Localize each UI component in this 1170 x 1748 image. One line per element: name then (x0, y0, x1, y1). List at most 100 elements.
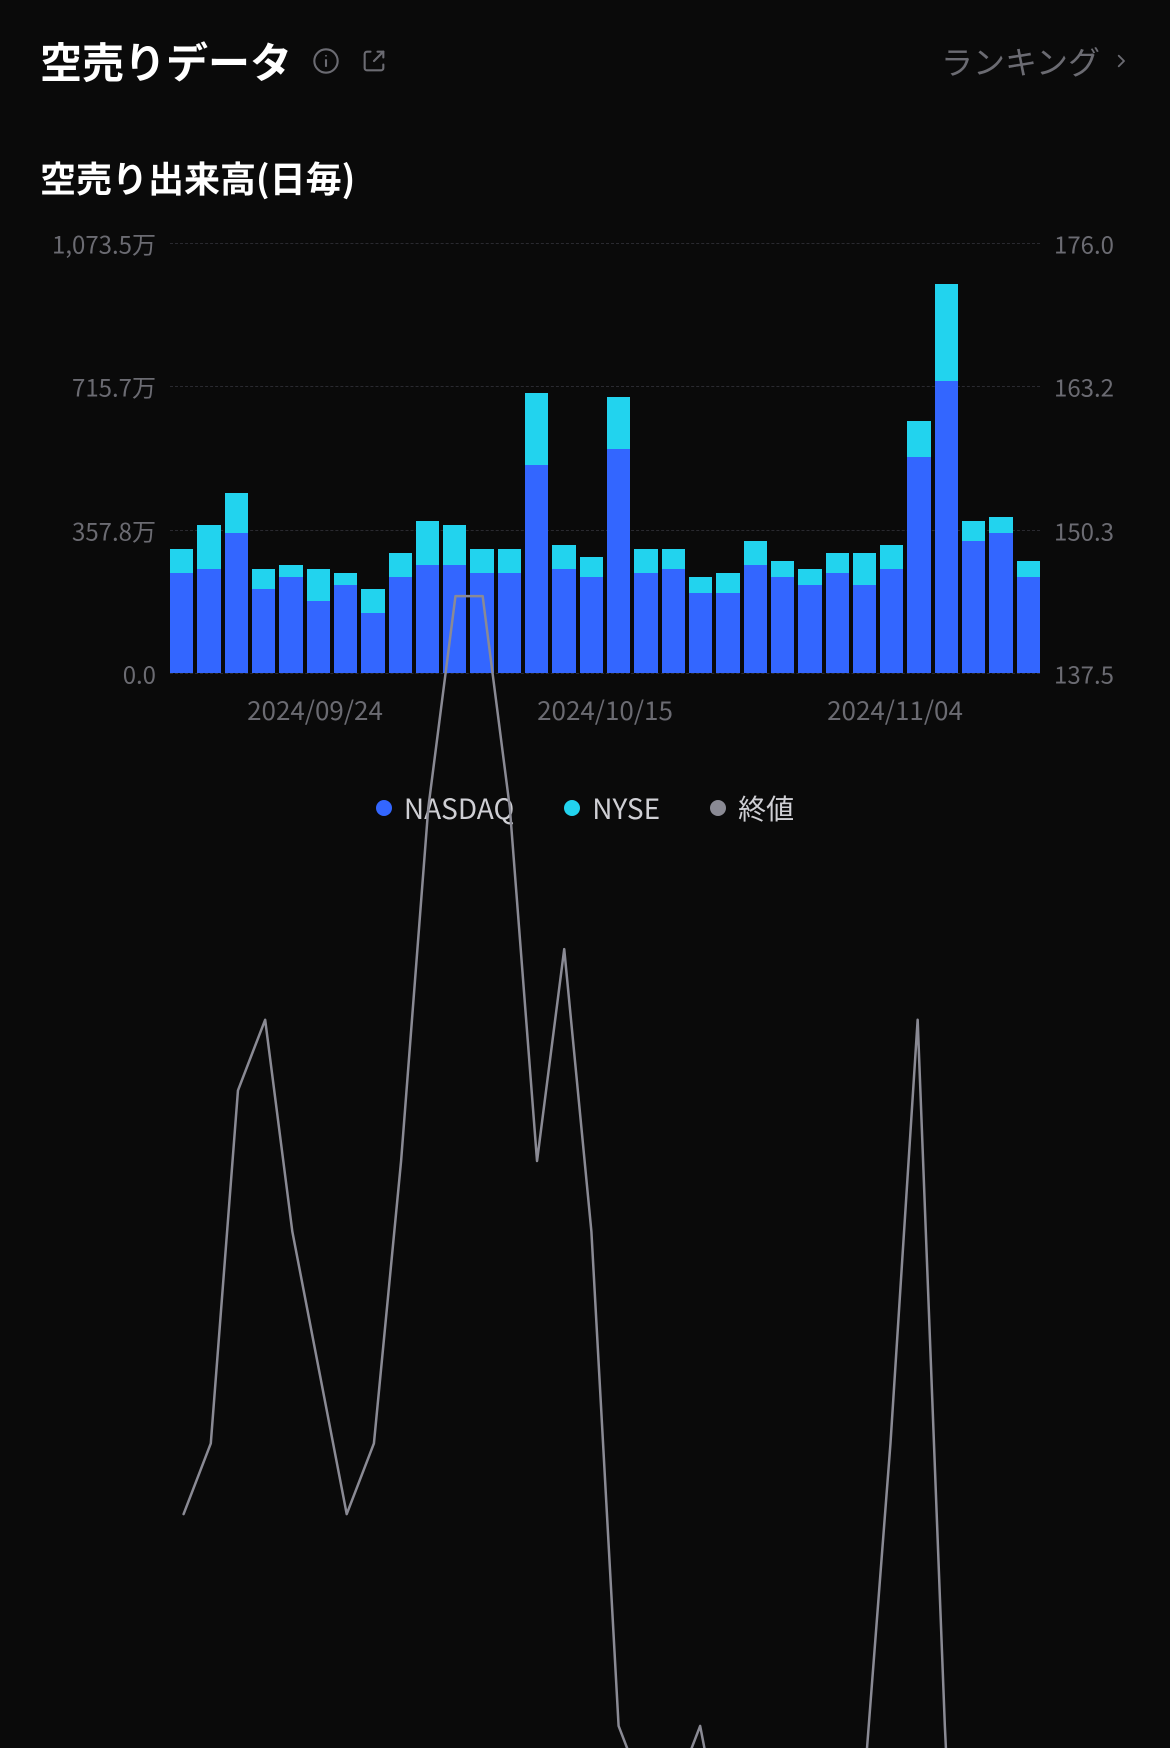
y-right-tick: 176.0 (1054, 226, 1114, 261)
bar-column[interactable] (361, 243, 384, 673)
bar-segment-nyse (361, 589, 384, 613)
bar-segment-nasdaq (880, 569, 903, 673)
bar-segment-nyse (634, 549, 657, 573)
bar-segment-nasdaq (389, 577, 412, 673)
share-icon[interactable] (360, 47, 388, 75)
bar-segment-nyse (962, 521, 985, 541)
legend-label: NYSE (592, 788, 660, 828)
bar-segment-nasdaq (580, 577, 603, 673)
bar-segment-nyse (662, 549, 685, 569)
bar-segment-nyse (389, 553, 412, 577)
bar-segment-nasdaq (307, 601, 330, 673)
bar-column[interactable] (962, 243, 985, 673)
y-axis-left: 0.0357.8万715.7万1,073.5万 (40, 243, 170, 673)
chevron-right-icon (1112, 47, 1130, 75)
bar-segment-nyse (334, 573, 357, 585)
legend-label: 終値 (738, 788, 794, 828)
bar-segment-nyse (197, 525, 220, 569)
bar-segment-nasdaq (907, 457, 930, 673)
bar-column[interactable] (197, 243, 220, 673)
page-title: 空売りデータ (40, 30, 292, 91)
info-icon[interactable] (312, 47, 340, 75)
y-right-tick: 163.2 (1054, 368, 1114, 403)
bar-column[interactable] (1017, 243, 1040, 673)
bar-column[interactable] (252, 243, 275, 673)
bar-segment-nasdaq (607, 449, 630, 673)
bar-column[interactable] (279, 243, 302, 673)
bar-segment-nasdaq (170, 573, 193, 673)
bar-segment-nyse (170, 549, 193, 573)
ranking-label: ランキング (941, 38, 1100, 84)
bar-column[interactable] (470, 243, 493, 673)
bar-segment-nasdaq (662, 569, 685, 673)
bar-column[interactable] (552, 243, 575, 673)
bar-segment-nasdaq (334, 585, 357, 673)
bar-segment-nyse (443, 525, 466, 565)
bar-segment-nasdaq (826, 573, 849, 673)
bar-column[interactable] (334, 243, 357, 673)
bar-column[interactable] (689, 243, 712, 673)
bar-segment-nyse (580, 557, 603, 577)
bar-column[interactable] (580, 243, 603, 673)
x-tick: 2024/11/04 (750, 691, 1040, 728)
bar-column[interactable] (907, 243, 930, 673)
bar-segment-nasdaq (689, 593, 712, 673)
bar-segment-nyse (880, 545, 903, 569)
bar-segment-nasdaq (989, 533, 1012, 673)
x-axis: 2024/09/242024/10/152024/11/04 (170, 673, 1040, 728)
bars-layer (170, 243, 1040, 673)
legend-item-nasdaq[interactable]: NASDAQ (376, 788, 514, 828)
bar-column[interactable] (389, 243, 412, 673)
legend-dot-icon (564, 800, 580, 816)
gridline (170, 673, 1040, 674)
bar-segment-nyse (307, 569, 330, 601)
bar-segment-nyse (771, 561, 794, 577)
bar-column[interactable] (307, 243, 330, 673)
bar-column[interactable] (989, 243, 1012, 673)
bar-segment-nyse (689, 577, 712, 593)
chart-title: 空売り出来高(日毎) (0, 101, 1170, 223)
bar-column[interactable] (525, 243, 548, 673)
bar-column[interactable] (935, 243, 958, 673)
bar-segment-nyse (826, 553, 849, 573)
bar-column[interactable] (634, 243, 657, 673)
bar-column[interactable] (498, 243, 521, 673)
y-right-tick: 150.3 (1054, 513, 1114, 548)
legend-item-close[interactable]: 終値 (710, 788, 794, 828)
y-axis-right: 137.5150.3163.2176.0 (1040, 243, 1130, 673)
bar-column[interactable] (170, 243, 193, 673)
bar-column[interactable] (826, 243, 849, 673)
bar-segment-nasdaq (552, 569, 575, 673)
bar-column[interactable] (771, 243, 794, 673)
bar-column[interactable] (798, 243, 821, 673)
bar-column[interactable] (662, 243, 685, 673)
y-left-tick: 0.0 (123, 656, 156, 691)
page-header: 空売りデータ ランキング (0, 0, 1170, 101)
bar-column[interactable] (607, 243, 630, 673)
bar-segment-nyse (252, 569, 275, 589)
bar-segment-nasdaq (634, 573, 657, 673)
plot[interactable] (170, 243, 1040, 673)
bar-column[interactable] (853, 243, 876, 673)
bar-segment-nyse (853, 553, 876, 585)
legend-label: NASDAQ (404, 788, 514, 828)
bar-column[interactable] (744, 243, 767, 673)
bar-segment-nasdaq (771, 577, 794, 673)
bar-column[interactable] (443, 243, 466, 673)
y-left-tick: 1,073.5万 (52, 226, 156, 261)
bar-column[interactable] (716, 243, 739, 673)
chart-plot-area: 0.0357.8万715.7万1,073.5万 137.5150.3163.21… (40, 243, 1130, 673)
bar-segment-nyse (907, 421, 930, 457)
ranking-link[interactable]: ランキング (941, 38, 1130, 84)
bar-segment-nyse (989, 517, 1012, 533)
bar-column[interactable] (416, 243, 439, 673)
bar-column[interactable] (225, 243, 248, 673)
bar-segment-nyse (279, 565, 302, 577)
x-tick: 2024/10/15 (460, 691, 750, 728)
legend-dot-icon (376, 800, 392, 816)
bar-segment-nasdaq (744, 565, 767, 673)
bar-column[interactable] (880, 243, 903, 673)
bar-segment-nyse (525, 393, 548, 465)
legend-item-nyse[interactable]: NYSE (564, 788, 660, 828)
bar-segment-nyse (552, 545, 575, 569)
